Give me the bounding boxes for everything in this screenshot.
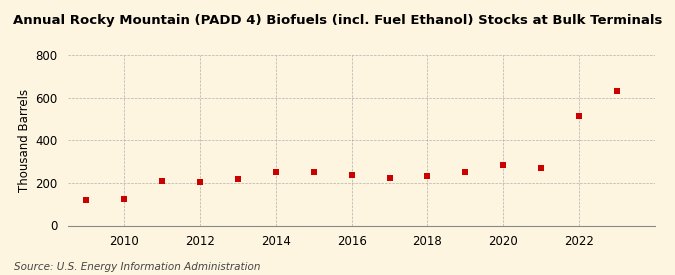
Point — [119, 197, 130, 201]
Point — [574, 114, 585, 118]
Point — [233, 177, 244, 181]
Point — [497, 163, 508, 167]
Text: Annual Rocky Mountain (PADD 4) Biofuels (incl. Fuel Ethanol) Stocks at Bulk Term: Annual Rocky Mountain (PADD 4) Biofuels … — [13, 14, 662, 27]
Point — [460, 170, 470, 174]
Y-axis label: Thousand Barrels: Thousand Barrels — [18, 89, 31, 192]
Point — [536, 165, 547, 170]
Point — [422, 174, 433, 178]
Point — [384, 176, 395, 180]
Point — [81, 198, 92, 202]
Point — [194, 180, 205, 184]
Point — [157, 179, 167, 183]
Point — [271, 170, 281, 174]
Point — [346, 173, 357, 177]
Point — [308, 170, 319, 174]
Text: Source: U.S. Energy Information Administration: Source: U.S. Energy Information Administ… — [14, 262, 260, 272]
Point — [612, 89, 622, 94]
